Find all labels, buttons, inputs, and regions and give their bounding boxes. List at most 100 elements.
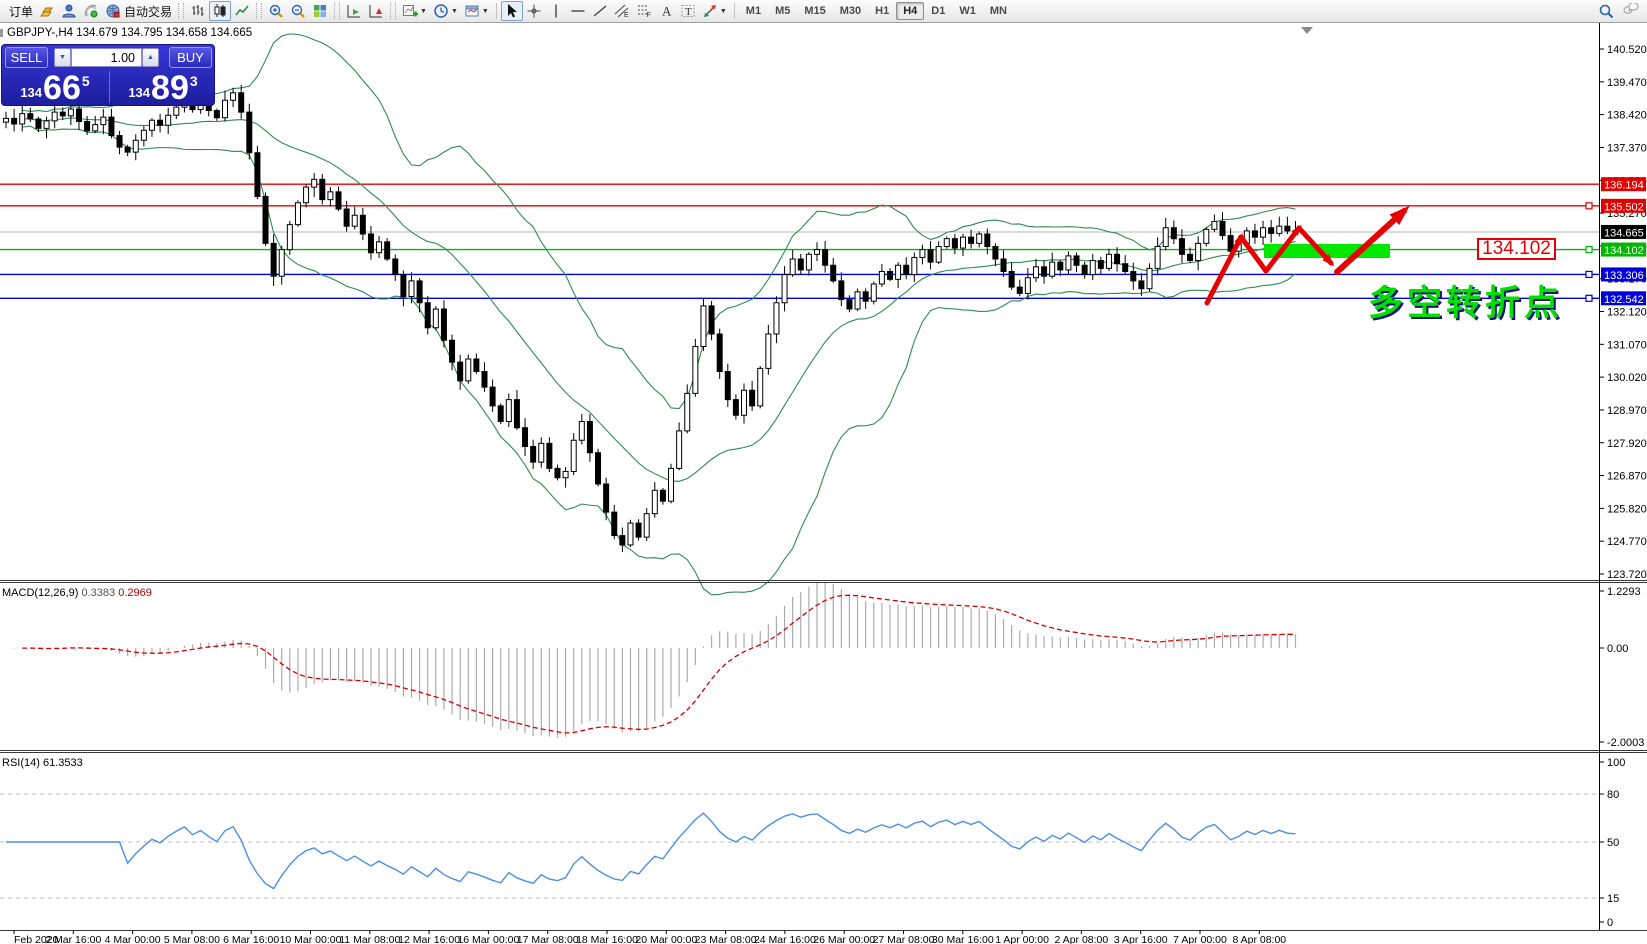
- tile-windows-button[interactable]: [309, 1, 331, 21]
- candle-down: [546, 442, 553, 469]
- autotrading-button[interactable]: 自动交易: [102, 1, 175, 21]
- timeframe-button-H1[interactable]: H1: [875, 5, 890, 17]
- candle-down: [1284, 225, 1291, 232]
- buy-price-panel[interactable]: 134 89 3: [111, 69, 215, 105]
- one-click-trading-panel: SELL ▼ ▲ BUY 134 66 5 134 89 3: [1, 44, 215, 106]
- timeframe-button-M1[interactable]: M1: [745, 5, 762, 17]
- zoom-out-button[interactable]: [287, 1, 309, 21]
- timeframe-button-MN[interactable]: MN: [989, 5, 1007, 17]
- signals-button[interactable]: [80, 1, 102, 21]
- price-badge-136.194: 136.194: [1604, 180, 1644, 192]
- candlestick-chart-button[interactable]: [209, 1, 232, 21]
- cursor-tool-button[interactable]: [500, 1, 523, 21]
- line-chart-button[interactable]: [231, 1, 253, 21]
- new-order-button[interactable]: 订单: [3, 1, 36, 21]
- line-handle-135.502[interactable]: [1585, 202, 1593, 210]
- sell-price-panel[interactable]: 134 66 5: [3, 69, 107, 105]
- sell-button[interactable]: SELL: [5, 47, 48, 68]
- autotrading-icon: [106, 4, 120, 18]
- candle-down: [319, 178, 326, 201]
- horizontal-line-tool-button[interactable]: [567, 1, 589, 21]
- zoom-in-button[interactable]: [265, 1, 287, 21]
- line-handle-132.542[interactable]: [1585, 294, 1593, 302]
- timeframe-button-M5[interactable]: M5: [775, 5, 791, 17]
- indicators-dropdown-arrow[interactable]: ▼: [420, 7, 427, 15]
- chart-shift-marker[interactable]: [1301, 27, 1313, 34]
- zigzag-arrow-segment[interactable]: [1263, 225, 1302, 274]
- vertical-line-tool-button[interactable]: [545, 1, 567, 21]
- chat-button[interactable]: [1618, 1, 1644, 21]
- candle-up: [692, 346, 699, 394]
- zigzag-arrow-segment[interactable]: [1204, 234, 1244, 306]
- time-axis-label: 12 Mar 16:00: [398, 934, 460, 944]
- projection-arrow[interactable]: [1334, 208, 1407, 275]
- profile-icon: [62, 4, 76, 18]
- candle-down: [481, 371, 488, 388]
- candle-up: [570, 439, 577, 472]
- price-axis[interactable]: 140.520139.470138.420137.370136.320135.2…: [1599, 23, 1647, 930]
- price-level-label-box[interactable]: 134.102: [1477, 238, 1556, 260]
- timeframe-button-M30[interactable]: M30: [839, 5, 862, 17]
- chart-shift-button[interactable]: [365, 1, 387, 21]
- channel-tool-button[interactable]: E: [611, 1, 633, 21]
- new-order-label: 订单: [9, 4, 34, 19]
- zigzag-arrow-segment[interactable]: [1238, 234, 1269, 274]
- candle-up: [465, 358, 472, 382]
- candle-down: [424, 302, 431, 329]
- candle-down: [1227, 235, 1234, 252]
- chinese-note-text[interactable]: 多空转折点: [1368, 284, 1564, 323]
- line-handle-133.306[interactable]: [1585, 270, 1593, 279]
- trendline-tool-button[interactable]: [589, 1, 611, 21]
- candle-down: [11, 117, 18, 125]
- candle-down: [1178, 238, 1185, 255]
- timeframe-button-D1[interactable]: D1: [931, 5, 946, 17]
- community-button[interactable]: [58, 1, 80, 21]
- candle-down: [449, 339, 456, 363]
- periods-button[interactable]: ▼: [430, 1, 461, 21]
- candle-down: [1138, 280, 1145, 290]
- text-label-tool-button[interactable]: T: [677, 1, 699, 21]
- crosshair-tool-button[interactable]: [523, 1, 545, 21]
- candle-down: [635, 522, 642, 538]
- search-icon: [1599, 4, 1614, 18]
- candle-up: [165, 114, 172, 126]
- timeframe-button-M15[interactable]: M15: [804, 5, 826, 17]
- periods-dropdown-arrow[interactable]: ▼: [450, 7, 458, 15]
- fibonacci-tool-button[interactable]: F: [633, 1, 655, 21]
- drawing-annotations[interactable]: [1204, 27, 1410, 306]
- candle-up: [773, 302, 780, 335]
- search-button[interactable]: [1595, 1, 1618, 21]
- candle-down: [513, 399, 520, 429]
- timeframe-button-W1[interactable]: W1: [959, 5, 976, 17]
- templates-dropdown-arrow[interactable]: ▼: [481, 7, 489, 15]
- indicators-button[interactable]: ▼: [399, 1, 430, 21]
- templates-button[interactable]: ▼: [461, 1, 492, 21]
- volume-decrease-button[interactable]: ▼: [54, 48, 71, 67]
- time-axis-label: 2 Apr 08:00: [1055, 934, 1109, 944]
- buy-button[interactable]: BUY: [169, 47, 212, 68]
- arrows-tool-button[interactable]: ▼: [699, 1, 730, 21]
- candle-down: [1268, 227, 1275, 234]
- volume-increase-button[interactable]: ▲: [142, 48, 159, 67]
- candle-up: [814, 249, 820, 255]
- text-tool-button[interactable]: A: [655, 1, 677, 21]
- timeframe-button-H4[interactable]: H4: [896, 2, 925, 20]
- volume-input[interactable]: [71, 48, 142, 67]
- candle-up: [676, 430, 683, 469]
- candle-down: [489, 386, 496, 407]
- time-axis-label: 7 Apr 00:00: [1173, 934, 1227, 944]
- bar-chart-button[interactable]: [187, 1, 209, 21]
- candle-down: [822, 249, 829, 266]
- candles[interactable]: [3, 84, 1299, 553]
- candle-up: [303, 186, 310, 204]
- macd-label: MACD(12,26,9) 0.3383 0.2969: [2, 587, 152, 599]
- candle-down: [530, 446, 537, 463]
- arrows-dropdown-arrow[interactable]: ▼: [719, 7, 727, 15]
- market-watch-button[interactable]: [36, 1, 58, 21]
- bollinger-lower-band: [22, 125, 1296, 596]
- volume-up-arrow-icon: ▲: [147, 54, 154, 61]
- auto-scroll-button[interactable]: [343, 1, 365, 21]
- line-handle-134.102[interactable]: [1585, 245, 1593, 254]
